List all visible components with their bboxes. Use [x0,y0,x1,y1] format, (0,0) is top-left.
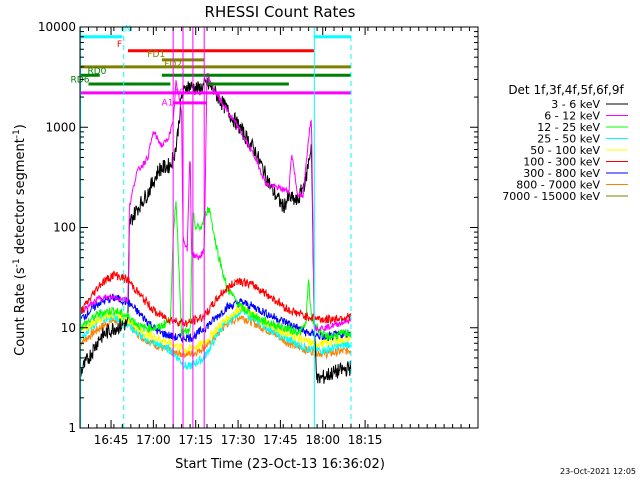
series-line-2 [79,200,352,342]
plot-frame [79,26,479,429]
legend-label-0: 3 - 6 keV [551,98,600,111]
state-label-2: FD1 [147,50,165,60]
state-label-6: A1 [162,98,174,108]
footer-timestamp: 23-Oct-2021 12:05 [560,467,636,476]
x-tick-label-6: 18:15 [348,433,383,447]
legend-label-8: 7000 - 15000 keV [502,190,600,203]
state-label-7: A0 [173,88,185,98]
x-tick-label-5: 18:00 [305,433,340,447]
state-label-4: RD0 [87,67,106,77]
x-tick-label-1: 17:00 [136,433,171,447]
state-label-3: FD2 [164,60,182,70]
legend-label-3: 25 - 50 keV [537,133,600,146]
x-tick-label-3: 17:30 [221,433,256,447]
y-axis-label: Count Rate (s-1 detector segment-1) [12,124,28,356]
state-label-1: F [117,40,122,50]
y-tick-label-0: 1 [68,421,76,435]
chart-title: RHESSI Count Rates [205,3,356,21]
legend-label-1: 6 - 12 keV [544,110,600,123]
x-tick-label-4: 17:45 [263,433,298,447]
series-line-5 [79,270,352,328]
x-tick-label-0: 16:45 [94,433,129,447]
y-tick-label-2: 100 [53,221,76,235]
state-label-0: N [125,25,132,35]
legend-label-7: 800 - 7000 keV [516,179,600,192]
legend-label-5: 100 - 300 keV [523,156,600,169]
series-line-1 [79,72,352,332]
axes: 16:45 17:00 17:15 17:30 17:45 18:00 18:15 1 10 10… [38,20,479,447]
x-tick-label-2: 17:15 [178,433,213,447]
y-tick-label-4: 10000 [38,20,76,34]
legend-label-6: 300 - 800 keV [523,167,600,180]
legend-label-4: 50 - 100 keV [530,144,600,157]
series-line-6 [79,293,352,343]
legend-label-2: 12 - 25 keV [537,121,600,134]
legend-title: Det 1f,3f,4f,5f,6f,9f [508,83,624,97]
y-tick-label-1: 10 [61,321,76,335]
x-axis-label: Start Time (23-Oct-13 16:36:02) [175,457,385,472]
y-tick-label-3: 1000 [45,120,76,134]
